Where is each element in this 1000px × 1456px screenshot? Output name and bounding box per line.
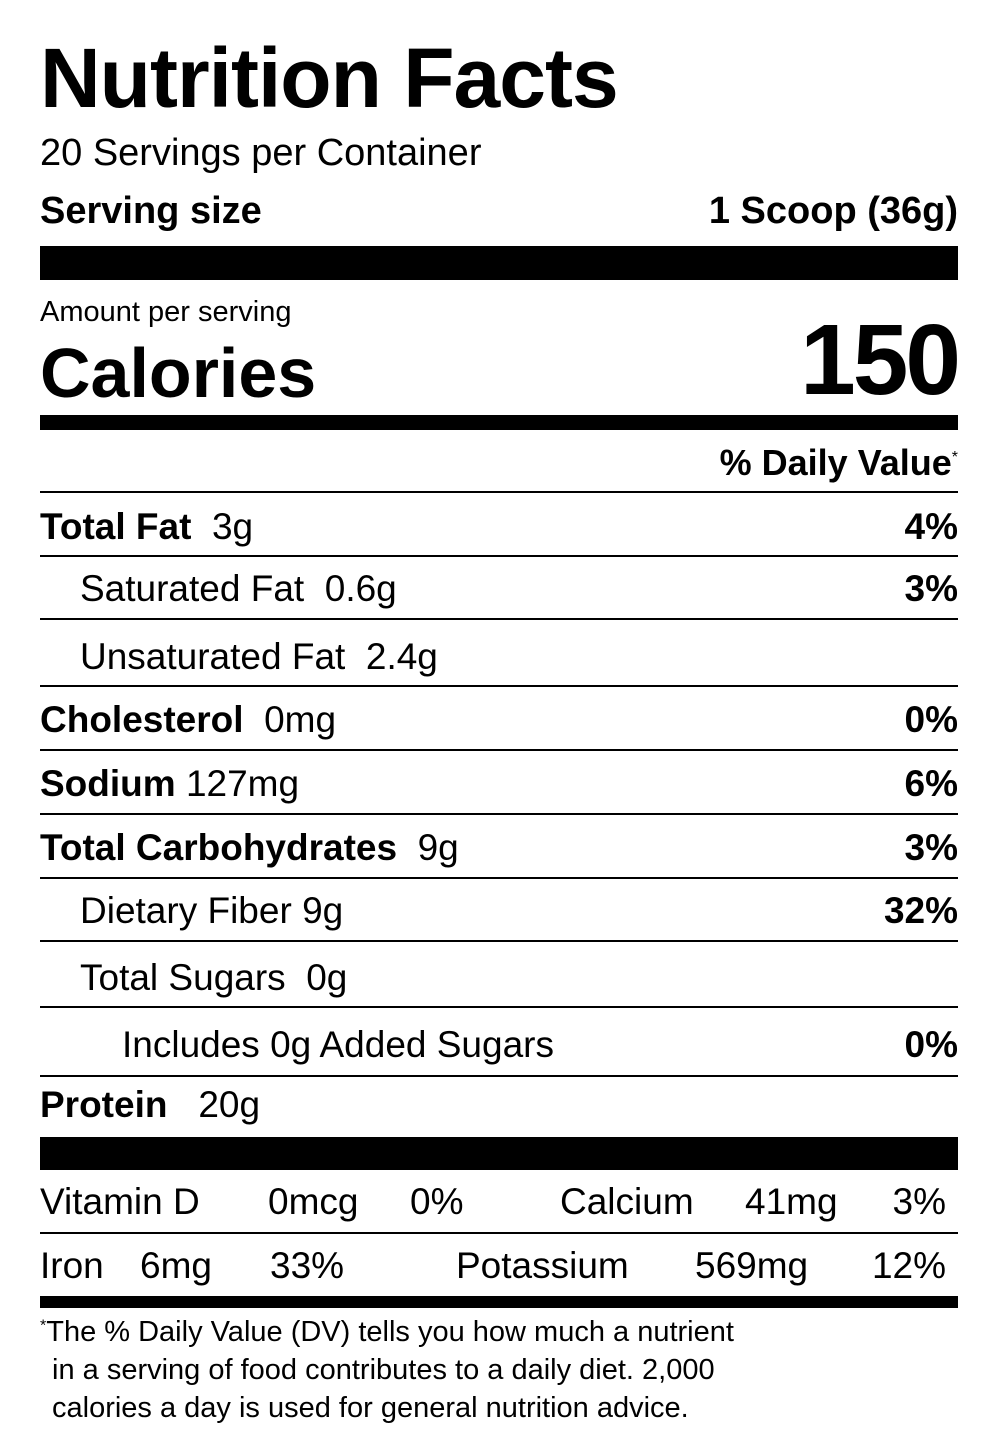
potassium-amount: 569mg (695, 1245, 809, 1286)
nutrient-row-saturated-fat: Saturated Fat 0.6g (80, 568, 397, 609)
divider (40, 555, 958, 557)
nutrient-row-total-carbohydrates: Total Carbohydrates 9g (40, 827, 459, 868)
nutrient-row-total-fat: Total Fat 3g (40, 506, 254, 547)
dv-dietary-fiber: 32% (883, 890, 958, 931)
serving-size-value: 1 Scoop (36g) (708, 190, 958, 232)
nutrient-row-dietary-fiber: Dietary Fiber 9g (80, 890, 344, 931)
thick-divider (40, 246, 958, 280)
calories-value: 150 (800, 304, 961, 416)
divider (40, 813, 958, 815)
dv-total-carbohydrates: 3% (904, 827, 958, 868)
vitamin-d-name: Vitamin D (40, 1181, 200, 1222)
serving-size-label: Serving size (40, 190, 262, 232)
nutrient-row-unsaturated-fat: Unsaturated Fat 2.4g (80, 636, 438, 677)
nutrient-row-sodium: Sodium 127mg (40, 763, 300, 804)
iron-amount: 6mg (140, 1245, 212, 1286)
amount-per-serving: Amount per serving (40, 296, 292, 328)
footnote-line-2: in a serving of food contributes to a da… (52, 1354, 715, 1386)
divider (40, 618, 958, 620)
divider (40, 1232, 958, 1234)
label-title: Nutrition Facts (40, 31, 619, 125)
divider (40, 1006, 958, 1008)
vitamin-d-dv: 0% (410, 1181, 464, 1222)
medium-divider (40, 415, 958, 430)
iron-dv: 33% (270, 1245, 345, 1286)
footnote-line-3: calories a day is used for general nutri… (52, 1392, 689, 1424)
dv-saturated-fat: 3% (904, 568, 958, 609)
calcium-dv: 3% (892, 1181, 946, 1222)
dv-total-fat: 4% (904, 506, 958, 547)
dv-cholesterol: 0% (904, 699, 958, 740)
nutrient-row-total-sugars: Total Sugars 0g (80, 957, 348, 998)
nutrient-row-added-sugars: Includes 0g Added Sugars (122, 1024, 554, 1065)
daily-value-header: % Daily Value* (719, 442, 958, 483)
servings-per-container: 20 Servings per Container (40, 132, 482, 174)
potassium-name: Potassium (456, 1245, 629, 1286)
calcium-amount: 41mg (745, 1181, 838, 1222)
divider (40, 685, 958, 687)
divider (40, 940, 958, 942)
divider (40, 491, 958, 493)
nutrient-row-protein: Protein 20g (40, 1084, 261, 1125)
divider (40, 749, 958, 751)
thick-divider (40, 1137, 958, 1170)
dv-sodium: 6% (904, 763, 958, 804)
divider (40, 1075, 958, 1077)
dv-added-sugars: 0% (904, 1024, 958, 1065)
potassium-dv: 12% (871, 1245, 946, 1286)
iron-name: Iron (40, 1245, 104, 1286)
calcium-name: Calcium (560, 1181, 694, 1222)
thick-divider (40, 1296, 958, 1308)
calories-label: Calories (40, 334, 317, 412)
footnote-line-1: *The % Daily Value (DV) tells you how mu… (40, 1316, 734, 1348)
divider (40, 877, 958, 879)
nutrient-row-cholesterol: Cholesterol 0mg (40, 699, 337, 740)
vitamin-d-amount: 0mcg (268, 1181, 359, 1222)
